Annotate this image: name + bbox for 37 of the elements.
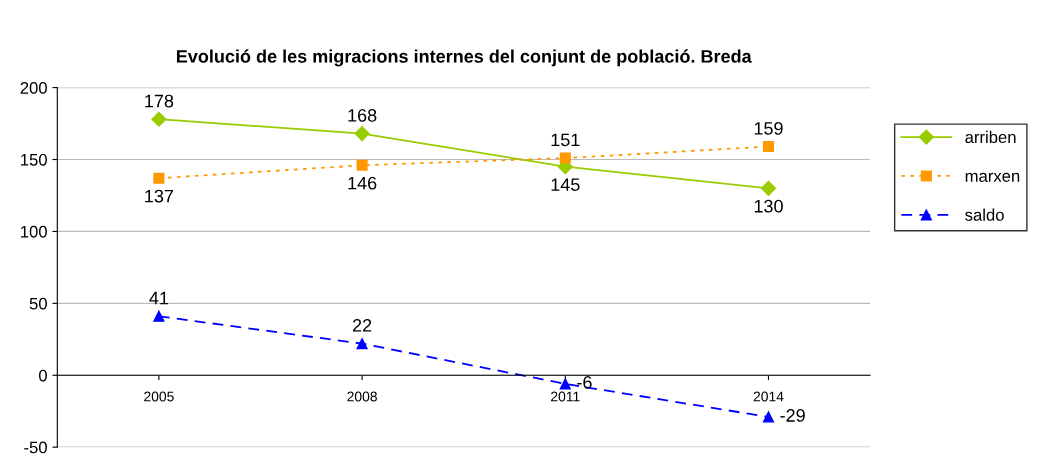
- legend-label: arriben: [965, 130, 1016, 144]
- data-label: -6: [577, 375, 592, 389]
- point: [356, 159, 368, 171]
- point: [559, 152, 571, 164]
- data-label: 159: [754, 121, 783, 135]
- data-label: 151: [551, 133, 580, 147]
- point: [356, 338, 368, 350]
- data-label: 178: [145, 94, 174, 108]
- x-tick-label: 2014: [753, 391, 784, 402]
- data-label: -29: [780, 409, 805, 422]
- legend-label: saldo: [965, 208, 1004, 221]
- point: [762, 141, 775, 153]
- y-tick-label: 200: [20, 81, 47, 94]
- data-label: 168: [348, 109, 377, 122]
- point: [151, 111, 167, 127]
- point: [153, 172, 165, 184]
- point: [760, 180, 777, 196]
- y-tick-label: 100: [21, 225, 47, 238]
- data-label: 41: [149, 291, 169, 305]
- data-label: 137: [145, 189, 174, 203]
- x-tick-label: 2008: [347, 391, 377, 402]
- chart-title: Evolució de les migracions internes del conjunt de població. Breda: [176, 49, 752, 67]
- legend-label: marxen: [965, 172, 1020, 182]
- data-label: 146: [348, 176, 377, 190]
- y-tick-label: 0: [38, 369, 47, 382]
- data-label: 130: [754, 199, 783, 213]
- x-tick-label: 2011: [551, 391, 580, 402]
- point: [559, 378, 571, 390]
- data-label: 145: [551, 178, 580, 191]
- x-tick-label: 2005: [144, 391, 174, 402]
- data-label: 22: [352, 319, 372, 332]
- point: [153, 310, 165, 322]
- point: [762, 411, 775, 423]
- y-tick-label: 150: [21, 153, 47, 166]
- y-tick-label: -50: [24, 441, 47, 454]
- point: [354, 126, 370, 142]
- y-tick-label: 50: [29, 297, 47, 310]
